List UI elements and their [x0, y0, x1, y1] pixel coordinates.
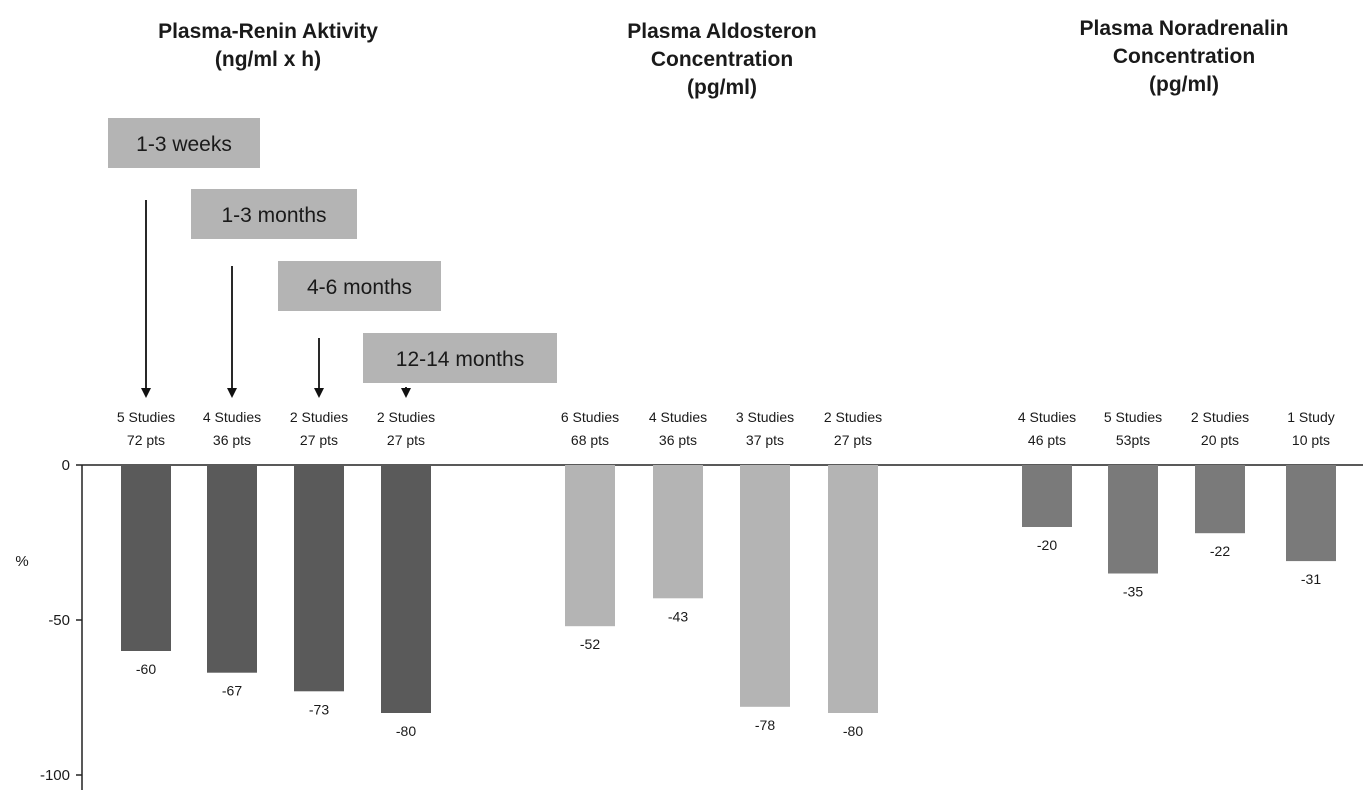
- period-label: 1-3 weeks: [136, 133, 232, 156]
- value-label: -43: [668, 608, 688, 624]
- bar: [207, 465, 257, 673]
- period-box: [108, 118, 260, 168]
- bar: [1108, 465, 1158, 574]
- patients-label: 27 pts: [300, 432, 338, 448]
- studies-label: 4 Studies: [203, 409, 261, 425]
- studies-label: 1 Study: [1287, 409, 1334, 425]
- y-axis-label: %: [15, 553, 28, 570]
- value-label: -35: [1123, 584, 1143, 600]
- patients-label: 27 pts: [387, 432, 425, 448]
- period-arrow-head: [401, 388, 411, 398]
- value-label: -20: [1037, 537, 1057, 553]
- patients-label: 27 pts: [834, 432, 872, 448]
- bar: [1195, 465, 1245, 534]
- value-label: -78: [755, 717, 775, 733]
- patients-label: 53pts: [1116, 432, 1150, 448]
- group-title-line: (pg/ml): [687, 76, 757, 99]
- period-arrow-head: [227, 388, 237, 398]
- value-label: -80: [843, 723, 863, 739]
- bar: [121, 465, 171, 651]
- period-box: [191, 189, 357, 239]
- period-label: 12-14 months: [396, 348, 524, 371]
- group-title-line: Concentration: [1113, 45, 1255, 68]
- patients-label: 36 pts: [213, 432, 251, 448]
- bars: [121, 465, 1336, 713]
- value-label: -31: [1301, 571, 1321, 587]
- studies-label: 3 Studies: [736, 409, 794, 425]
- studies-label: 2 Studies: [1191, 409, 1249, 425]
- period-label: 1-3 months: [221, 204, 326, 227]
- bar: [565, 465, 615, 627]
- bar: [381, 465, 431, 713]
- bar: [1022, 465, 1072, 527]
- patients-label: 10 pts: [1292, 432, 1330, 448]
- bar: [740, 465, 790, 707]
- period-box: [278, 261, 441, 311]
- value-label: -73: [309, 701, 329, 717]
- group-titles: Plasma-Renin Aktivity (ng/ml x h) Plasma A…: [158, 17, 1288, 99]
- bar: [1286, 465, 1336, 562]
- studies-label: 4 Studies: [649, 409, 707, 425]
- patients-label: 20 pts: [1201, 432, 1239, 448]
- value-label: -22: [1210, 543, 1230, 559]
- group-title-line: Plasma Aldosteron: [627, 20, 816, 43]
- value-label: -80: [396, 723, 416, 739]
- y-tick-label: -50: [48, 612, 70, 629]
- group-title-line: Plasma Noradrenalin: [1080, 17, 1289, 40]
- bar: [294, 465, 344, 692]
- bar: [828, 465, 878, 713]
- value-label: -67: [222, 683, 242, 699]
- group-title-line: (pg/ml): [1149, 73, 1219, 96]
- studies-label: 5 Studies: [1104, 409, 1162, 425]
- studies-label: 6 Studies: [561, 409, 619, 425]
- period-boxes: 1-3 weeks 1-3 months 4-6 months 12-14 month…: [108, 118, 557, 398]
- studies-label: 5 Studies: [117, 409, 175, 425]
- patients-label: 68 pts: [571, 432, 609, 448]
- patients-label: 37 pts: [746, 432, 784, 448]
- period-label: 4-6 months: [307, 276, 412, 299]
- studies-label: 2 Studies: [290, 409, 348, 425]
- patients-label: 72 pts: [127, 432, 165, 448]
- period-box: [363, 333, 557, 383]
- y-tick-label: 0: [62, 457, 70, 474]
- group-title-line: Plasma-Renin Aktivity: [158, 20, 378, 43]
- bar-labels: 5 Studies 72 pts -60 4 Studies 36 pts -67 2 St…: [117, 409, 1335, 739]
- period-arrow-head: [314, 388, 324, 398]
- studies-label: 2 Studies: [824, 409, 882, 425]
- patients-label: 36 pts: [659, 432, 697, 448]
- value-label: -60: [136, 661, 156, 677]
- studies-label: 2 Studies: [377, 409, 435, 425]
- bar: [653, 465, 703, 599]
- period-arrow-head: [141, 388, 151, 398]
- group-title-line: Concentration: [651, 48, 793, 71]
- group-title-line: (ng/ml x h): [215, 48, 321, 71]
- studies-label: 4 Studies: [1018, 409, 1076, 425]
- y-tick-label: -100: [40, 767, 70, 784]
- patients-label: 46 pts: [1028, 432, 1066, 448]
- value-label: -52: [580, 636, 600, 652]
